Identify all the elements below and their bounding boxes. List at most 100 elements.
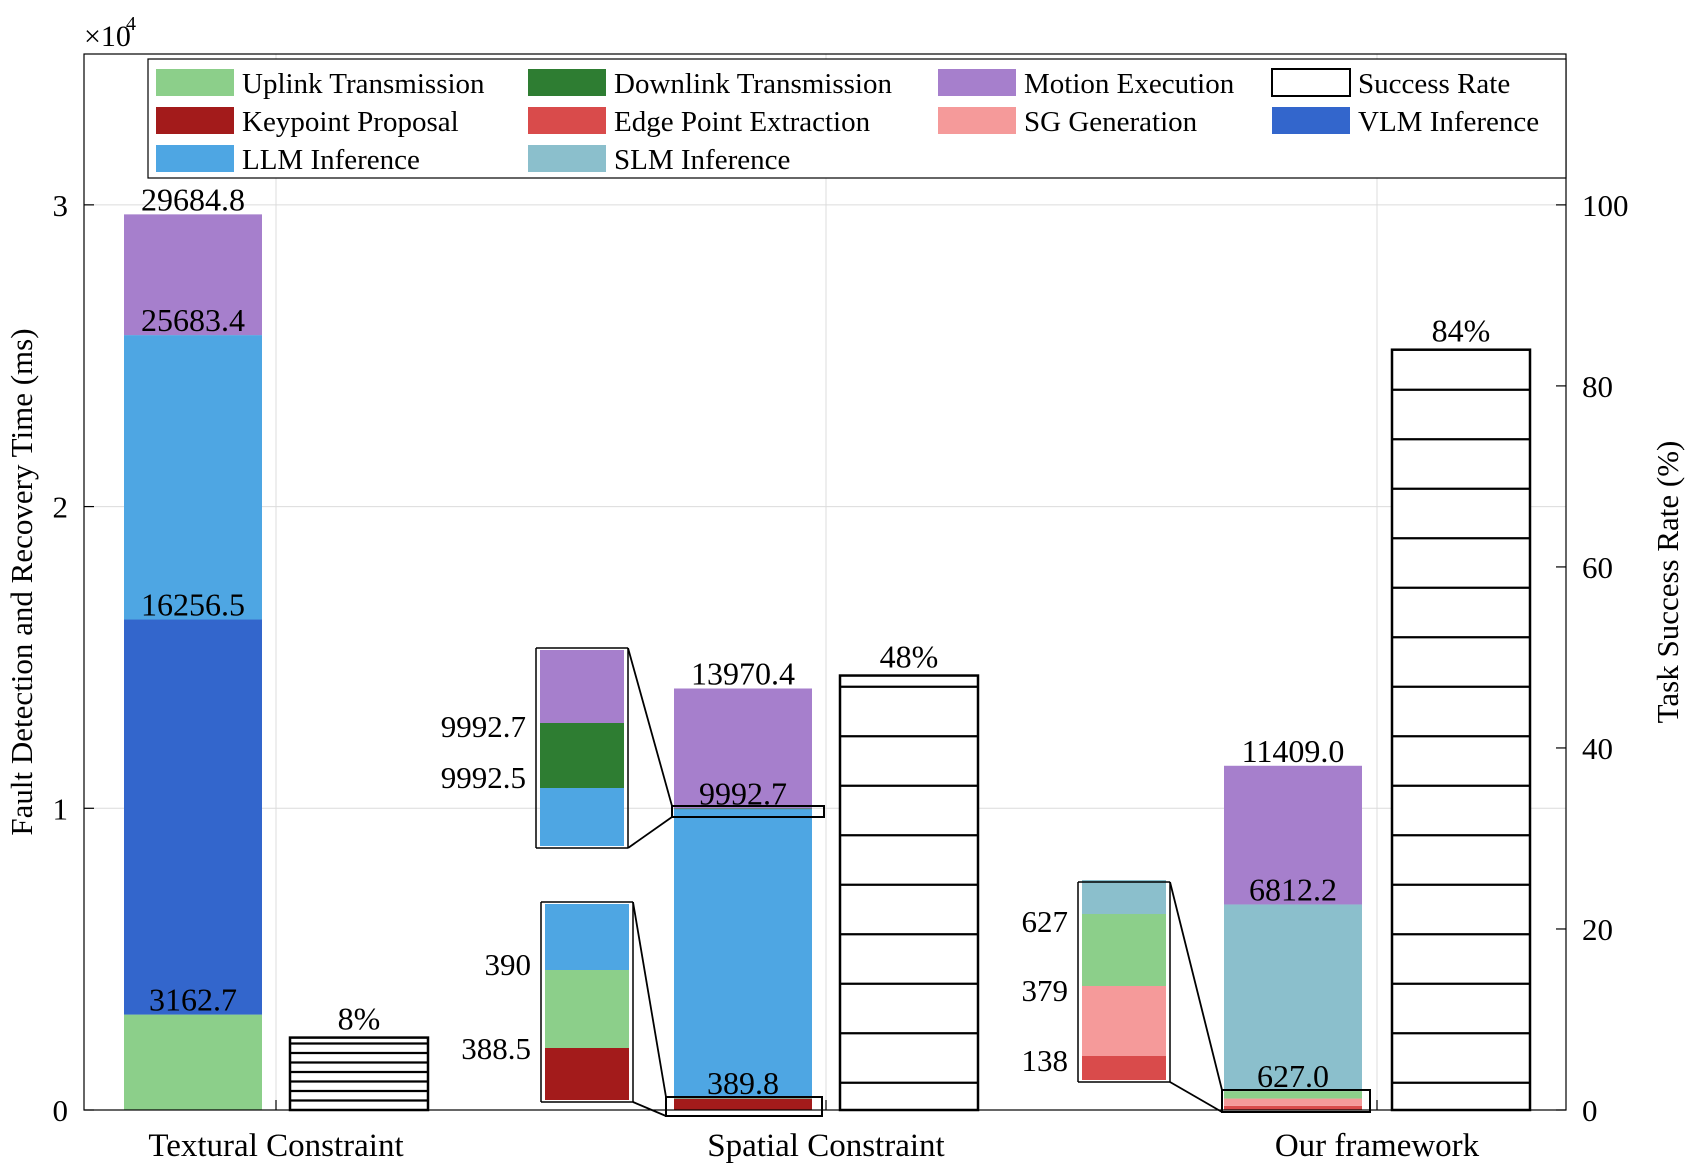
inset-segment-slm <box>1082 880 1166 914</box>
inset-tick-label: 379 <box>1022 973 1069 1008</box>
legend-swatch-keypoint <box>156 107 234 134</box>
x-tick-label: Spatial Constraint <box>707 1128 944 1164</box>
bar-segment-uplink <box>674 1098 812 1099</box>
legend-label-motion: Motion Execution <box>1024 68 1235 100</box>
y-tick-label-right: 80 <box>1582 369 1613 404</box>
bar-segment-downlink <box>674 808 812 810</box>
success-rate-label: 8% <box>338 1001 381 1037</box>
legend-swatch-motion <box>938 69 1016 96</box>
bar-value-label: 389.8 <box>707 1065 779 1101</box>
success-rate-bar <box>838 674 980 1112</box>
bar-segment-motion <box>1224 765 1362 905</box>
inset-tick-label: 138 <box>1022 1043 1069 1078</box>
inset-segment-uplink <box>1082 914 1166 986</box>
bar-segment-keypoint <box>674 1098 812 1110</box>
legend-label-success: Success Rate <box>1358 68 1510 100</box>
y-tick-label-right: 20 <box>1582 912 1613 947</box>
inset-segment-motion <box>540 650 624 723</box>
bar-segment-sg <box>1224 1098 1362 1106</box>
bar-value-label: 25683.4 <box>141 302 245 338</box>
legend-label-vlm: VLM Inference <box>1358 106 1539 138</box>
bar-value-label: 13970.4 <box>691 655 795 691</box>
legend-swatch-downlink <box>528 69 606 96</box>
zoom-insets: 9992.7 9992.5 390 388.5 627 379 138 <box>441 647 1371 1117</box>
bar-segment-uplink <box>124 1014 262 1110</box>
axes: 0 1 2 3 0 20 40 60 80 100 Textural Constraint Spati… <box>53 188 1629 1164</box>
plot-frame <box>83 53 1567 1111</box>
zoom-connector <box>632 901 667 1098</box>
x-tick-label: Our framework <box>1275 1128 1480 1164</box>
y-tick-label-right: 100 <box>1582 188 1629 223</box>
bar-segment-edge <box>1224 1105 1362 1110</box>
zoom-anchor-box <box>665 1096 823 1117</box>
inset-tick-label: 9992.7 <box>441 709 526 744</box>
y-tick-label-left: 1 <box>53 791 69 826</box>
x-tick-label: Textural Constraint <box>148 1128 403 1164</box>
legend-swatch-vlm <box>1272 107 1350 134</box>
bar-value-label: 9992.7 <box>699 776 787 812</box>
y-exponent-label: ×10 <box>84 20 131 53</box>
bar-segment-motion <box>124 214 262 336</box>
legend-swatch-edge <box>528 107 606 134</box>
bars <box>124 214 1532 1112</box>
success-rate-bar <box>1390 348 1532 1112</box>
zoom-connector <box>627 816 673 849</box>
bar-value-label: 29684.8 <box>141 181 245 217</box>
y-tick-label-left: 2 <box>53 490 69 525</box>
legend-swatch-success <box>1271 68 1351 97</box>
legend-label-downlink: Downlink Transmission <box>614 68 892 100</box>
success-rate-label: 48% <box>880 639 939 675</box>
zoom-connector <box>627 647 673 807</box>
legend-label-uplink: Uplink Transmission <box>242 68 485 100</box>
legend-swatch-llm <box>156 145 234 172</box>
bar-value-label: 11409.0 <box>1242 733 1345 769</box>
inset-segment-downlink <box>540 723 624 788</box>
bar-segment-llm <box>674 808 812 1099</box>
inset-segment-keypoint <box>545 1048 629 1100</box>
bar-segment-motion <box>674 688 812 809</box>
zoom-connector <box>1169 1081 1223 1113</box>
legend-label-edge: Edge Point Extraction <box>614 106 871 138</box>
y-tick-label-left: 3 <box>53 188 69 223</box>
y-exponent-power: 4 <box>126 13 136 35</box>
legend-swatch-slm <box>528 145 606 172</box>
zoom-anchor-box <box>1221 1089 1371 1113</box>
bar-value-label: 16256.5 <box>141 587 245 623</box>
bar-value-label: 3162.7 <box>149 982 237 1018</box>
y-tick-label-left: 0 <box>53 1093 69 1128</box>
zoom-connector <box>632 1101 667 1117</box>
legend-label-keypoint: Keypoint Proposal <box>242 106 459 138</box>
inset-segment-uplink <box>545 970 629 1048</box>
legend-label-sg: SG Generation <box>1024 106 1198 138</box>
y-tick-label-right: 40 <box>1582 731 1613 766</box>
inset-segment-sg <box>1082 986 1166 1056</box>
legend-label-llm: LLM Inference <box>242 144 420 176</box>
inset-segment-llm <box>545 904 629 970</box>
success-rate-bar <box>288 1036 430 1112</box>
zoom-anchor-box <box>671 805 825 818</box>
y-tick-label-right: 0 <box>1582 1093 1598 1128</box>
y-tick-label-right: 60 <box>1582 550 1613 585</box>
bar-segment-slm <box>1224 904 1362 1092</box>
inset-tick-label: 388.5 <box>461 1031 531 1066</box>
bar-value-label: 627.0 <box>1257 1058 1329 1094</box>
inset-tick-label: 627 <box>1022 904 1069 939</box>
y-axis-title-right: Task Success Rate (%) <box>1650 441 1685 724</box>
success-rate-label: 84% <box>1432 313 1491 349</box>
zoom-connector <box>1169 881 1223 1091</box>
inset-segment-edge <box>1082 1056 1166 1080</box>
legend: Uplink Transmission Downlink Transmission… <box>147 58 1567 179</box>
inset-tick-label: 390 <box>485 947 532 982</box>
bar-segment-uplink <box>1224 1091 1362 1099</box>
bar-segment-vlm <box>124 619 262 1015</box>
data-labels: 3162.7 16256.5 25683.4 29684.8 389.8 9992.7 13… <box>141 181 1490 1101</box>
bar-segment-llm <box>124 335 262 620</box>
legend-swatch-sg <box>938 107 1016 134</box>
legend-label-slm: SLM Inference <box>614 144 790 176</box>
legend-swatch-uplink <box>156 69 234 96</box>
inset-segment-llm <box>540 788 624 846</box>
inset-tick-label: 9992.5 <box>441 760 526 795</box>
y-axis-title-left: Fault Detection and Recovery Time (ms) <box>4 328 39 835</box>
bar-value-label: 6812.2 <box>1249 871 1337 907</box>
